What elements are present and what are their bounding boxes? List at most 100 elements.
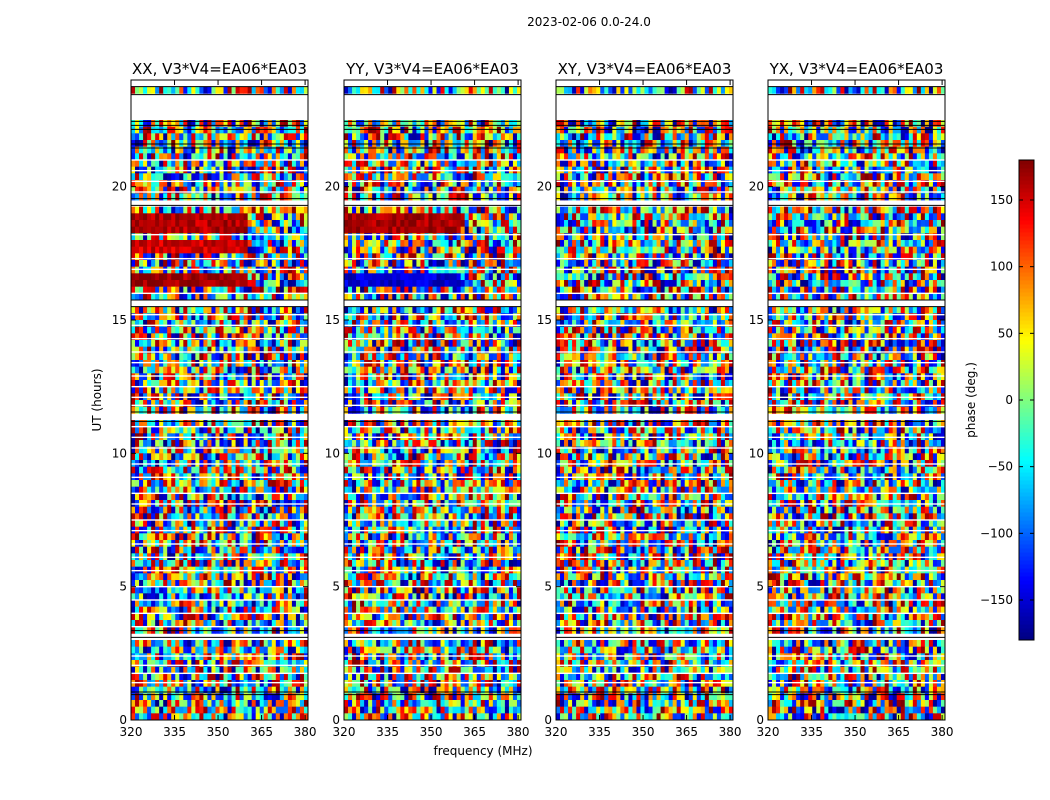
phase-cell bbox=[412, 180, 417, 188]
phase-cell bbox=[195, 220, 200, 228]
phase-cell bbox=[147, 466, 152, 474]
phase-cell bbox=[231, 293, 236, 301]
phase-cell bbox=[243, 206, 249, 214]
phase-cell bbox=[468, 220, 474, 228]
phase-cell bbox=[283, 620, 289, 628]
phase-cell bbox=[191, 593, 196, 601]
phase-cell bbox=[283, 426, 289, 434]
phase-cell bbox=[259, 520, 265, 528]
phase-cell bbox=[396, 193, 401, 201]
phase-cell bbox=[472, 266, 478, 274]
phase-cell bbox=[279, 660, 285, 668]
phase-cell bbox=[291, 513, 297, 521]
phase-cell bbox=[199, 146, 204, 154]
phase-cell bbox=[279, 366, 285, 374]
phase-cell bbox=[404, 246, 409, 254]
phase-cell bbox=[183, 673, 188, 681]
phase-cell bbox=[243, 480, 249, 488]
phase-cell bbox=[147, 706, 152, 714]
phase-cell bbox=[356, 146, 361, 154]
phase-cell bbox=[175, 400, 180, 408]
phase-cell bbox=[163, 260, 168, 268]
phase-cell bbox=[139, 360, 144, 368]
phase-cell bbox=[135, 640, 140, 648]
phase-cell bbox=[207, 306, 212, 314]
phase-cell bbox=[191, 173, 196, 181]
phase-cell bbox=[271, 126, 277, 134]
phase-cell bbox=[203, 366, 208, 374]
phase-cell bbox=[231, 120, 236, 128]
phase-cell bbox=[295, 446, 301, 454]
phase-cell bbox=[504, 133, 510, 141]
phase-cell bbox=[219, 700, 224, 708]
phase-cell bbox=[392, 146, 397, 154]
phase-cell bbox=[163, 386, 168, 394]
phase-cell bbox=[187, 366, 192, 374]
phase-cell bbox=[492, 240, 498, 248]
phase-cell bbox=[171, 606, 176, 614]
phase-cell bbox=[135, 646, 140, 654]
phase-cell bbox=[295, 160, 301, 168]
phase-cell bbox=[191, 333, 196, 341]
phase-cell bbox=[183, 126, 188, 134]
phase-cell bbox=[299, 506, 305, 514]
phase-cell bbox=[283, 606, 289, 614]
phase-cell bbox=[251, 346, 257, 354]
phase-cell bbox=[303, 580, 308, 588]
phase-cell bbox=[255, 453, 261, 461]
phase-cell bbox=[452, 133, 458, 141]
phase-cell bbox=[239, 666, 245, 674]
phase-cell bbox=[195, 380, 200, 388]
phase-cell bbox=[179, 600, 184, 608]
phase-cell bbox=[279, 506, 285, 514]
phase-cell bbox=[211, 533, 216, 541]
phase-cell bbox=[404, 226, 409, 234]
phase-cell bbox=[159, 346, 164, 354]
phase-cell bbox=[516, 206, 521, 214]
phase-cell bbox=[203, 320, 208, 328]
phase-cell bbox=[155, 126, 160, 134]
phase-cell bbox=[492, 86, 498, 94]
phase-cell bbox=[271, 386, 277, 394]
phase-cell bbox=[147, 606, 152, 614]
phase-cell bbox=[143, 673, 148, 681]
phase-cell bbox=[452, 146, 458, 154]
phase-cell bbox=[255, 693, 261, 701]
phase-cell bbox=[207, 420, 212, 428]
phase-cell bbox=[235, 346, 241, 354]
phase-cell bbox=[215, 560, 220, 568]
phase-cell bbox=[239, 646, 245, 654]
phase-cell bbox=[512, 133, 518, 141]
phase-cell bbox=[255, 246, 261, 254]
phase-cell bbox=[243, 240, 249, 248]
phase-cell bbox=[508, 120, 514, 128]
phase-cell bbox=[183, 453, 188, 461]
phase-cell bbox=[480, 153, 486, 161]
x-tick-label: 320 bbox=[120, 725, 143, 739]
phase-cell bbox=[452, 186, 458, 194]
phase-cell bbox=[295, 280, 301, 288]
phase-cell bbox=[408, 146, 413, 154]
phase-cell bbox=[356, 180, 361, 188]
phase-cell bbox=[191, 346, 196, 354]
phase-cell bbox=[167, 126, 172, 134]
phase-cell bbox=[424, 273, 429, 281]
phase-cell bbox=[247, 173, 253, 181]
phase-cell bbox=[480, 146, 486, 154]
phase-cell bbox=[171, 240, 176, 248]
phase-cell bbox=[231, 453, 236, 461]
phase-cell bbox=[287, 560, 293, 568]
phase-cell bbox=[516, 193, 521, 201]
phase-cell bbox=[267, 173, 273, 181]
phase-cell bbox=[508, 233, 514, 241]
phase-cell bbox=[484, 246, 490, 254]
phase-cell bbox=[259, 580, 265, 588]
phase-cell bbox=[384, 273, 389, 281]
phase-cell bbox=[139, 233, 144, 241]
phase-cell bbox=[151, 360, 156, 368]
phase-cell bbox=[408, 120, 413, 128]
phase-cell bbox=[171, 700, 176, 708]
phase-cell bbox=[360, 120, 365, 128]
phase-cell bbox=[211, 253, 216, 261]
phase-cell bbox=[243, 593, 249, 601]
